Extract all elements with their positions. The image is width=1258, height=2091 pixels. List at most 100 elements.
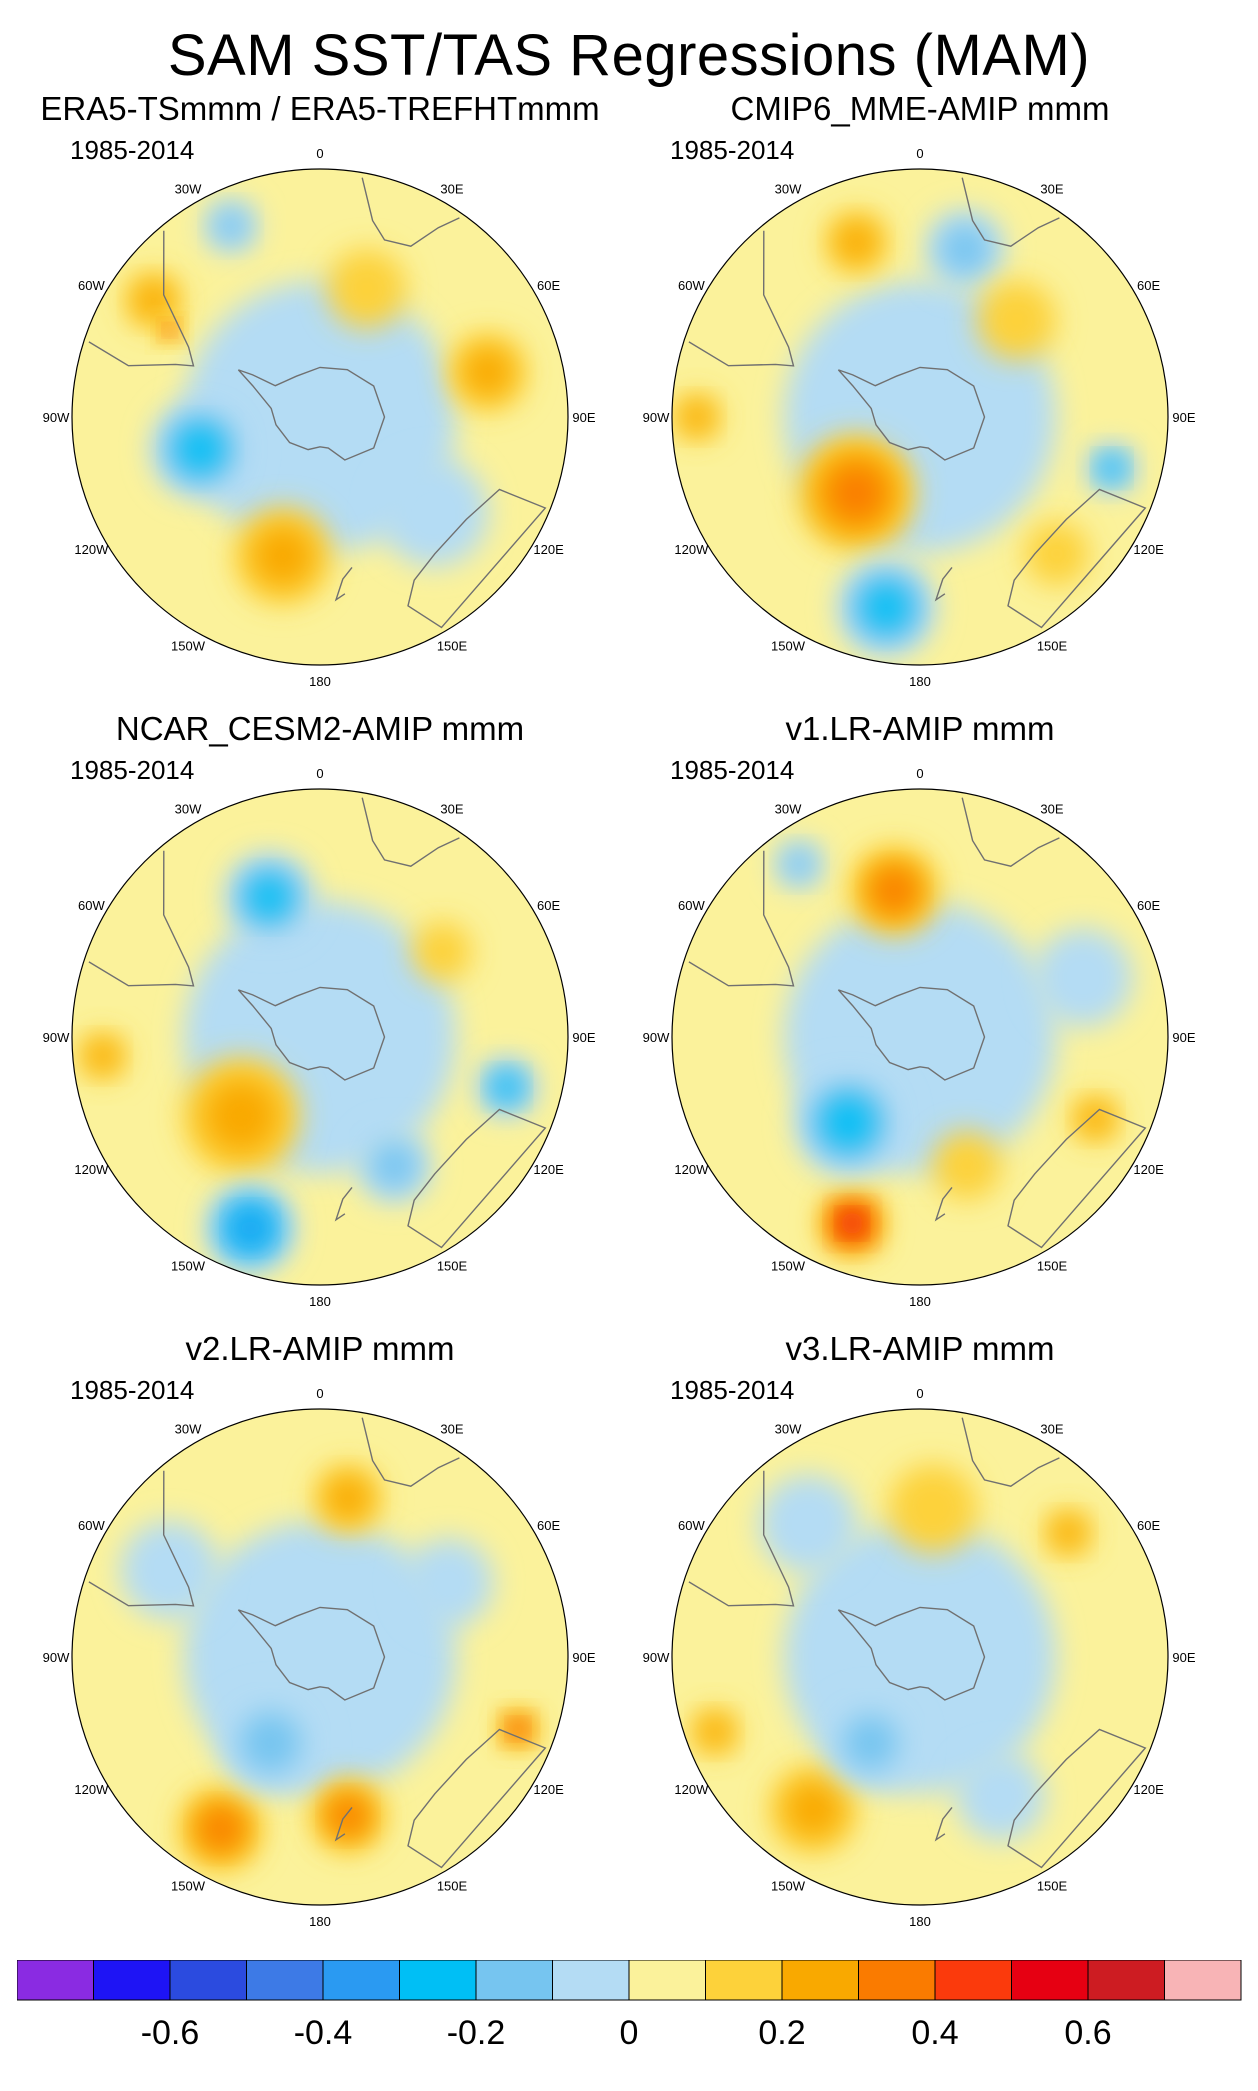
longitude-label: 180 (909, 674, 931, 689)
longitude-label: 120W (74, 1782, 109, 1797)
longitude-label: 90E (1172, 1650, 1195, 1665)
longitude-label: 60E (1137, 1518, 1160, 1533)
anomaly-contour (135, 282, 172, 319)
anomaly-contour (327, 249, 407, 329)
longitude-label: 0 (916, 1386, 923, 1401)
longitude-label: 90W (43, 1030, 70, 1045)
longitude-label: 60W (678, 1518, 705, 1533)
longitude-label: 30W (775, 801, 802, 816)
longitude-label: 120W (674, 542, 709, 557)
anomaly-contour (239, 1712, 301, 1774)
south-america-outline (88, 230, 195, 367)
colorbar-swatch (781, 1960, 859, 2001)
new-zealand-outline (934, 1186, 953, 1222)
anomaly-contour (956, 1752, 1046, 1842)
new-zealand-outline (934, 1806, 953, 1842)
colorbar-swatch (17, 1960, 94, 2001)
colorbar-svg: -0.6 -0.4 -0.2 0 0.2 0.4 0.6 (17, 1960, 1242, 2052)
panel-era5: ERA5-TSmmm / ERA5-TREFHTmmm 1985-2014 0 3… (20, 90, 620, 710)
longitude-label: 150W (171, 639, 206, 654)
longitude-label: 120E (533, 1162, 564, 1177)
longitude-label: 150E (1037, 1879, 1068, 1894)
antarctica-outline (837, 986, 986, 1081)
longitude-label: 90E (572, 1650, 595, 1665)
anomaly-contour (234, 1212, 266, 1244)
colorbar-tick-label: -0.2 (447, 2014, 506, 2052)
colorbar-swatch (1087, 1960, 1165, 2001)
africa-outline (961, 177, 1060, 247)
africa-outline (361, 177, 460, 247)
panel-title: ERA5-TSmmm / ERA5-TREFHTmmm (40, 90, 600, 127)
colorbar-swatch (169, 1960, 247, 2001)
polar-map: 0 30E 60E 90E 120E 150E 180 150W 120W 90W 60W 30W (43, 766, 596, 1309)
anomaly-contour (976, 280, 1057, 361)
colorbar-swatch (1164, 1960, 1242, 2001)
longitude-label: 120E (1133, 1162, 1164, 1177)
anomaly-contour (783, 849, 815, 880)
anomaly-contour (511, 1722, 525, 1736)
longitude-label: 180 (309, 1914, 331, 1929)
antarctica-outline (837, 366, 986, 461)
australia-outline (1007, 1108, 1147, 1249)
longitude-label: 120W (74, 1162, 109, 1177)
africa-outline (961, 797, 1060, 867)
longitude-label: 120E (1133, 542, 1164, 557)
figure-title: SAM SST/TAS Regressions (MAM) (167, 23, 1091, 88)
south-america-outline (88, 850, 195, 987)
longitude-label: 90E (1172, 410, 1195, 425)
new-zealand-outline (334, 566, 353, 602)
longitude-label: 30E (1040, 181, 1063, 196)
longitude-label: 90W (43, 1650, 70, 1665)
longitude-label: 60E (1137, 898, 1160, 913)
anomaly-contour (932, 1130, 1002, 1200)
longitude-label: 30E (440, 801, 463, 816)
longitude-label: 180 (909, 1294, 931, 1309)
anomaly-contour (829, 466, 883, 520)
colorbar-swatch (322, 1960, 400, 2001)
australia-outline (407, 1728, 547, 1869)
anomaly-contour (214, 209, 248, 243)
longitude-label: 150W (771, 1259, 806, 1274)
panel-title: v3.LR-AMIP mmm (785, 1330, 1055, 1367)
anomaly-contour (371, 1143, 418, 1189)
longitude-label: 60E (537, 898, 560, 913)
anomaly-contour (412, 921, 472, 982)
longitude-label: 150W (171, 1879, 206, 1894)
longitude-label: 120W (674, 1782, 709, 1797)
longitude-label: 90W (643, 410, 670, 425)
panel-period: 1985-2014 (670, 1375, 795, 1405)
longitude-label: 150W (771, 639, 806, 654)
colorbar-tick-label: 0 (620, 2014, 639, 2052)
anomaly-contour (785, 1781, 841, 1837)
anomaly-contour (1024, 521, 1089, 586)
map-boundary (671, 788, 1169, 1286)
map-boundary (71, 788, 569, 1286)
new-zealand-outline (934, 566, 953, 602)
australia-outline (1007, 1728, 1147, 1869)
anomaly-contour (326, 1476, 370, 1520)
longitude-label: 180 (309, 674, 331, 689)
longitude-label: 30E (440, 1421, 463, 1436)
antarctica-outline (237, 986, 386, 1081)
panel-title: NCAR_CESM2-AMIP mmm (115, 710, 525, 747)
africa-outline (961, 1417, 1060, 1487)
panel-period: 1985-2014 (670, 135, 795, 165)
longitude-label: 30W (775, 181, 802, 196)
colorbar-swatch (399, 1960, 477, 2001)
colorbar-swatch (934, 1960, 1012, 2001)
anomaly-field (72, 1409, 568, 1905)
colorbar-swatch (475, 1960, 553, 2001)
colorbar-tick-label: 0.6 (1064, 2014, 1111, 2052)
longitude-label: 0 (916, 146, 923, 161)
longitude-label: 60E (537, 1518, 560, 1533)
anomaly-contour (699, 1716, 731, 1747)
colorbar-tick-label: -0.4 (294, 2014, 353, 2052)
longitude-label: 60W (678, 898, 705, 913)
anomaly-contour (842, 1715, 898, 1771)
longitude-label: 150E (437, 1879, 468, 1894)
antarctica-outline (237, 366, 386, 461)
polar-map: 0 30E 60E 90E 120E 150E 180 150W 120W 90W 60W 30W (643, 766, 1196, 1309)
australia-outline (1007, 488, 1147, 629)
colorbar-swatch (628, 1960, 706, 2001)
longitude-label: 120E (1133, 1782, 1164, 1797)
